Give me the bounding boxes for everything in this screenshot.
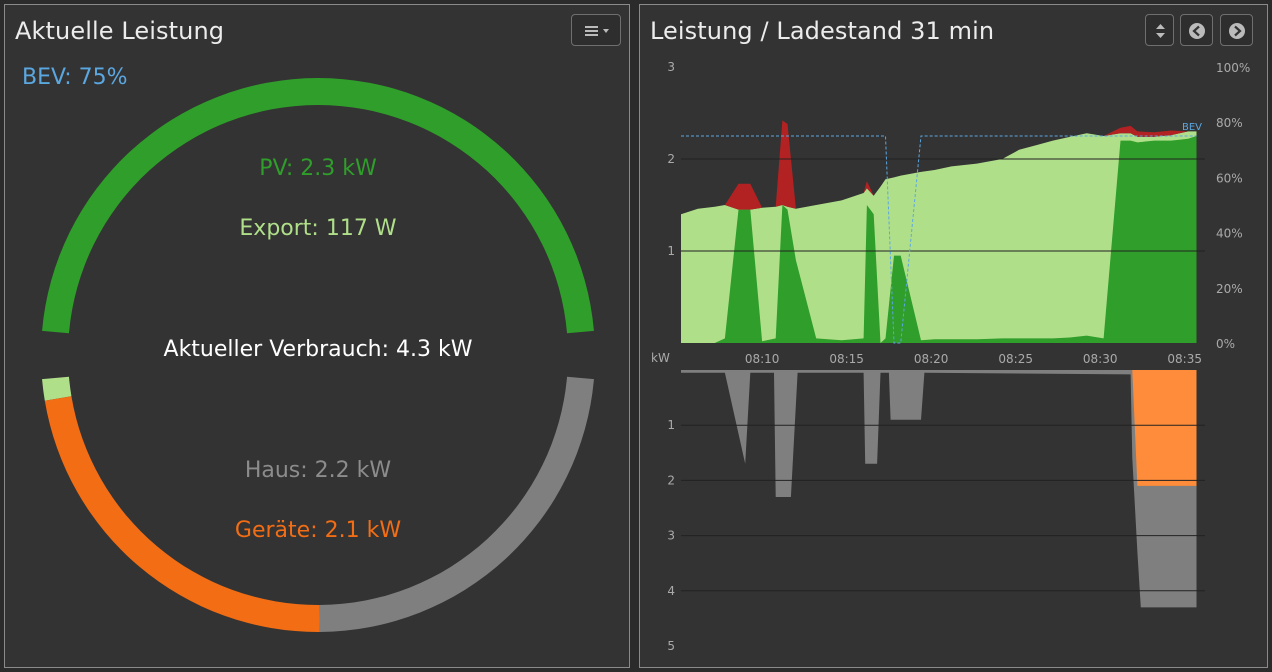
y-tick-label: 3 bbox=[667, 529, 675, 543]
hamburger-menu-icon bbox=[585, 26, 609, 36]
x-tick-label: 08:20 bbox=[914, 352, 949, 366]
donut-segment-house bbox=[319, 376, 594, 632]
y-tick-label: 1 bbox=[667, 418, 675, 432]
y2-tick-label: 100% bbox=[1216, 61, 1250, 75]
devices-label: Geräte: 2.1 kW bbox=[235, 518, 401, 543]
x-tick-label: 08:10 bbox=[745, 352, 780, 366]
previous-button[interactable] bbox=[1180, 14, 1213, 46]
panel-title: Leistung / Ladestand 31 min bbox=[650, 17, 995, 45]
x-tick-label: 08:35 bbox=[1167, 352, 1202, 366]
donut-segment-devices bbox=[44, 396, 320, 632]
chevron-left-icon bbox=[1189, 23, 1205, 39]
y2-tick-label: 0% bbox=[1216, 337, 1235, 351]
y-tick-label: 4 bbox=[667, 584, 675, 598]
bev-label: BEV: 75% bbox=[22, 65, 128, 90]
y-tick-label: 5 bbox=[667, 639, 675, 653]
y-tick-label: 3 bbox=[667, 60, 675, 74]
pv-label: PV: 2.3 kW bbox=[259, 156, 377, 181]
y-tick-label: 1 bbox=[667, 244, 675, 258]
donut-segment-pv bbox=[42, 78, 594, 334]
consumption-label: Aktueller Verbrauch: 4.3 kW bbox=[164, 337, 473, 362]
house-label: Haus: 2.2 kW bbox=[245, 458, 392, 483]
power-history-panel: Leistung / Ladestand 31 min BEV 1 2 3 0% 20% 4… bbox=[639, 4, 1268, 668]
donut-segment-export bbox=[42, 376, 72, 401]
sort-icon bbox=[1156, 24, 1165, 38]
series-area-pv-own bbox=[681, 136, 1197, 343]
y2-tick-label: 40% bbox=[1216, 227, 1243, 241]
series-line-bev bbox=[681, 135, 1197, 344]
x-tick-label: 08:30 bbox=[1083, 352, 1118, 366]
sort-button[interactable] bbox=[1145, 14, 1174, 46]
y2-tick-label: 80% bbox=[1216, 116, 1243, 130]
export-label: Export: 117 W bbox=[239, 216, 396, 241]
bev-series-label: BEV bbox=[1182, 122, 1202, 133]
power-history-chart: BEV 1 2 3 0% 20% 40% 60% 80% 100% 08:10 08:15 08:20 0… bbox=[651, 60, 1250, 653]
y-unit-label: kW bbox=[651, 351, 670, 365]
y2-tick-label: 20% bbox=[1216, 282, 1243, 296]
y-tick-label: 2 bbox=[667, 473, 675, 487]
menu-dropdown-button[interactable] bbox=[571, 14, 621, 46]
power-donut-chart: BEV: 75% PV: 2.3 kW Export: 117 W Aktuel… bbox=[22, 65, 594, 632]
y2-tick-label: 60% bbox=[1216, 171, 1243, 185]
x-tick-label: 08:15 bbox=[829, 352, 864, 366]
next-button[interactable] bbox=[1220, 14, 1253, 46]
series-area-devices bbox=[681, 370, 1197, 486]
y-tick-label: 2 bbox=[667, 152, 675, 166]
chevron-right-icon bbox=[1229, 23, 1245, 39]
x-tick-label: 08:25 bbox=[998, 352, 1033, 366]
series-area-export bbox=[681, 131, 1197, 343]
series-area-grid-import bbox=[681, 120, 1197, 215]
panel-title: Aktuelle Leistung bbox=[15, 17, 225, 45]
current-power-panel: Aktuelle Leistung BEV: 75% PV: 2.3 kW Ex… bbox=[4, 4, 630, 668]
series-area-house bbox=[681, 370, 1197, 608]
